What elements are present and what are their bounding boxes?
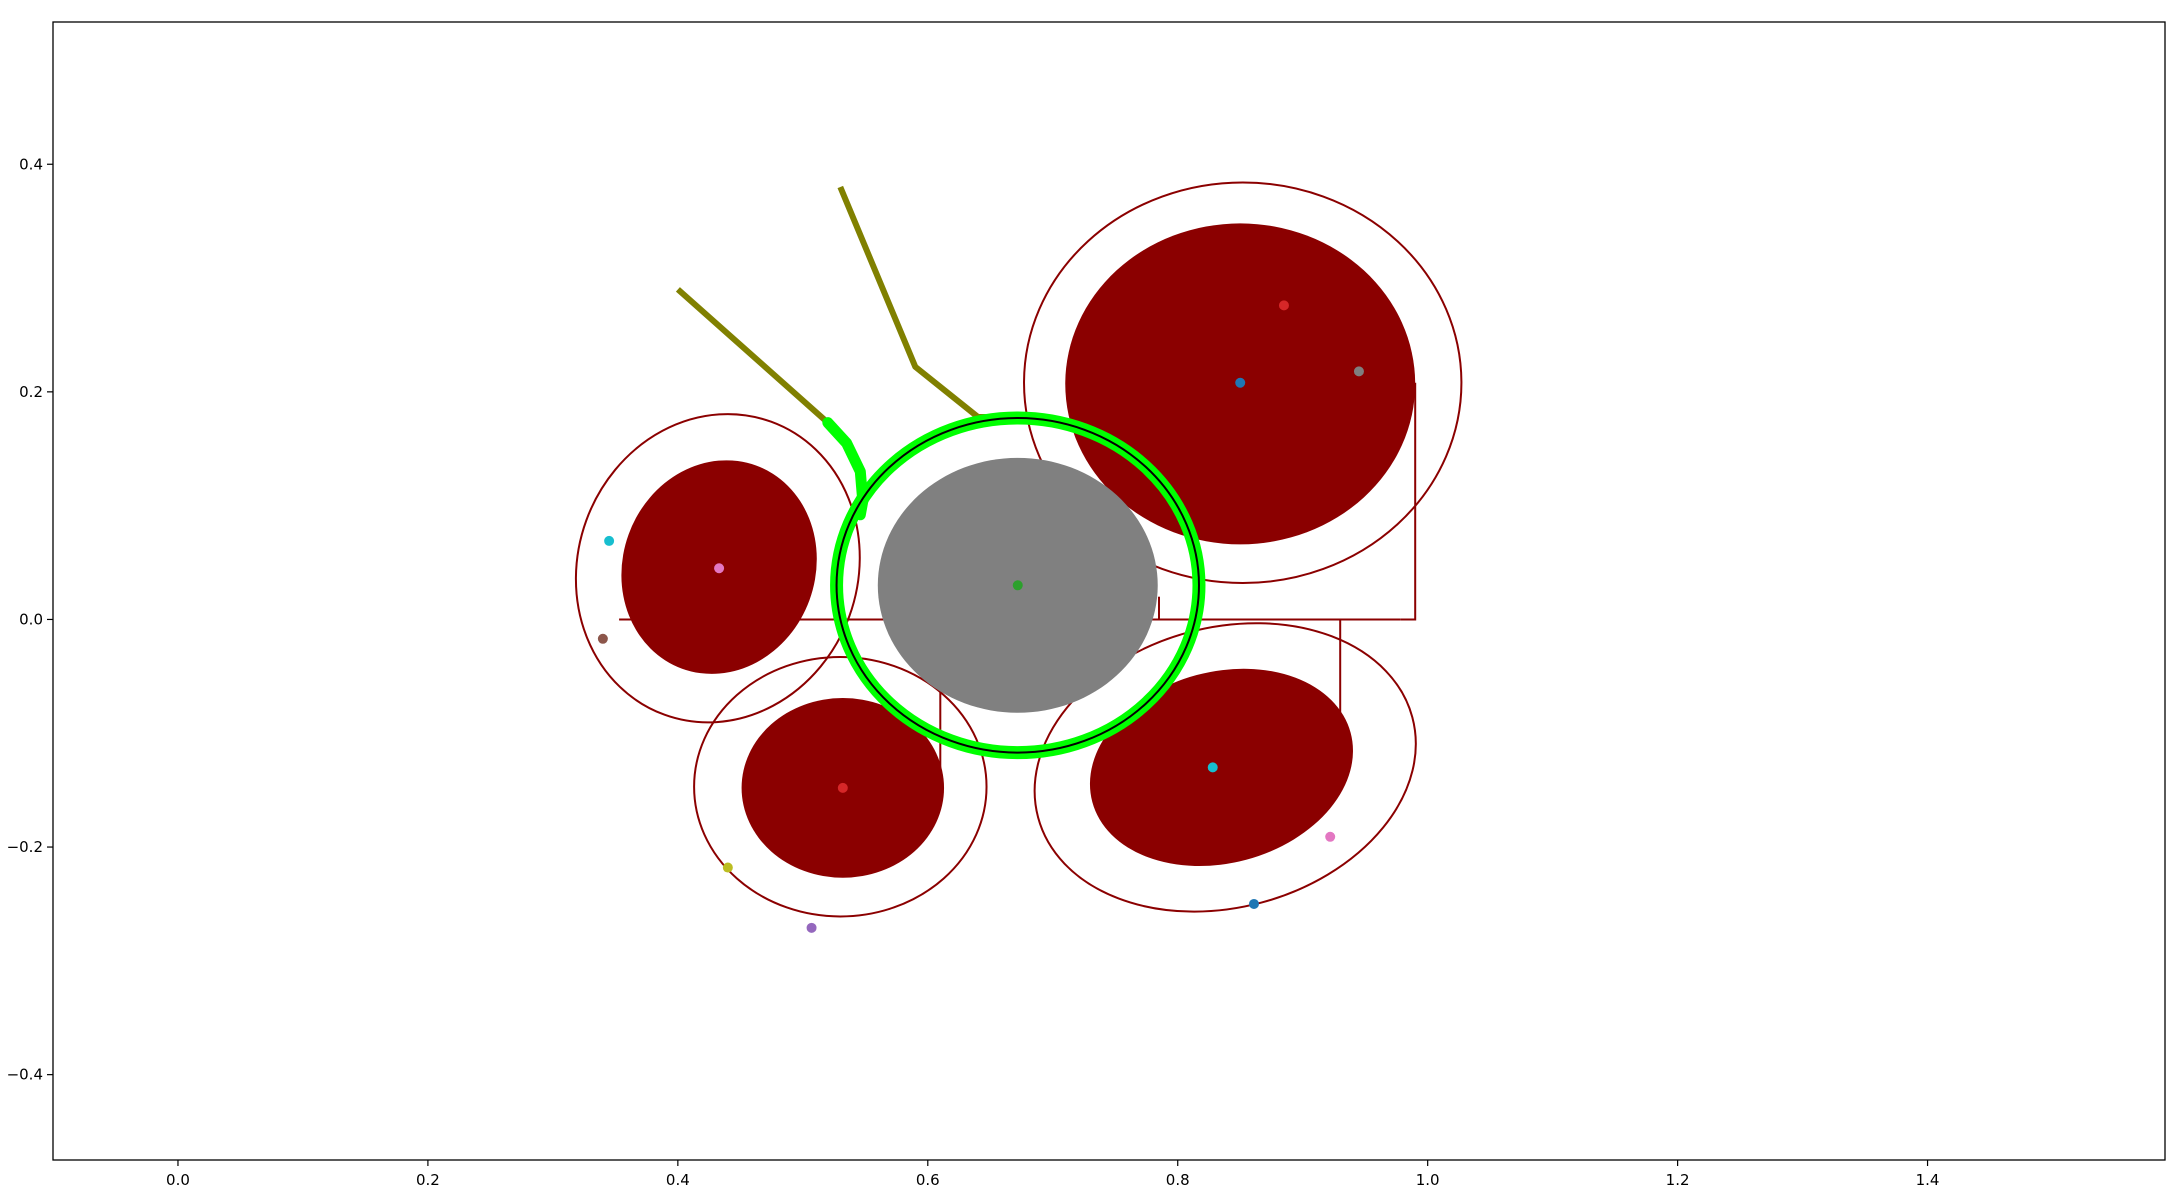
halo-left — [574, 413, 861, 724]
y-tick-label: 0.2 — [19, 383, 43, 401]
y-tick-label: −0.2 — [7, 838, 43, 856]
x-tick-label: 0.6 — [916, 1171, 940, 1189]
halo-top-right — [1023, 181, 1463, 585]
point-center — [1012, 580, 1023, 591]
x-tick-label: 1.0 — [1416, 1171, 1440, 1189]
y-tick-label: 0.0 — [19, 610, 43, 628]
x-tick-label: 0.0 — [166, 1171, 190, 1189]
point-top-right-gray — [1353, 366, 1364, 377]
point-bottom-left-olive — [722, 862, 733, 873]
y-tick-label: −0.4 — [7, 1066, 43, 1084]
axes-area — [52, 21, 2166, 1161]
highlight-ring-layer — [822, 411, 1206, 760]
x-tick-label: 1.2 — [1666, 1171, 1690, 1189]
point-left-cyan — [604, 535, 615, 546]
x-tick-label: 0.4 — [666, 1171, 690, 1189]
base-line-right — [1400, 382, 1417, 621]
point-left-brown — [597, 633, 608, 644]
x-tick-label: 0.8 — [1166, 1171, 1190, 1189]
obstacle-bottom-right — [1089, 668, 1353, 866]
point-bottom-right-pink — [1325, 831, 1336, 842]
point-top-right-center — [1235, 377, 1246, 388]
point-bottom-left-purple — [806, 922, 817, 933]
y-axis: 0.4 0.2 0.0 −0.2 −0.4 — [7, 155, 53, 1084]
halo-bottom-left — [693, 656, 988, 918]
y-tick-label: 0.4 — [19, 155, 43, 173]
point-bottom-right-center — [1207, 762, 1218, 773]
point-top-right-red — [1278, 300, 1289, 311]
point-left-center — [714, 563, 725, 574]
x-axis: 0.0 0.2 0.4 0.6 0.8 1.0 1.2 1.4 — [166, 1160, 1939, 1189]
axes-frame — [52, 21, 2166, 1161]
point-bottom-right-blue — [1248, 898, 1259, 909]
black-circle — [835, 417, 1200, 754]
scatter-point-layer — [597, 300, 1364, 933]
path-left — [675, 287, 830, 425]
point-bottom-left-center — [837, 782, 848, 793]
x-tick-label: 0.2 — [416, 1171, 440, 1189]
x-tick-label: 1.4 — [1916, 1171, 1940, 1189]
